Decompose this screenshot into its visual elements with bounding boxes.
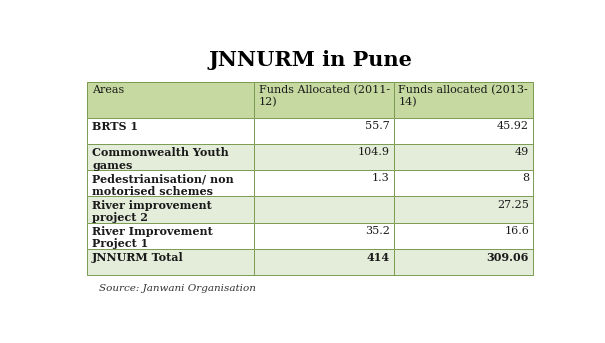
Text: 27.25: 27.25 <box>497 200 529 210</box>
Text: 49: 49 <box>515 147 529 157</box>
Bar <box>87 118 254 144</box>
Bar <box>87 223 254 249</box>
Text: 16.6: 16.6 <box>504 226 529 236</box>
Text: JNNURM in Pune: JNNURM in Pune <box>208 50 412 70</box>
Bar <box>87 82 254 118</box>
Text: 8: 8 <box>522 173 529 183</box>
Bar <box>254 196 394 223</box>
Bar <box>394 144 533 170</box>
Text: BRTS 1: BRTS 1 <box>92 121 138 132</box>
Text: 1.3: 1.3 <box>372 173 390 183</box>
Bar <box>254 82 394 118</box>
Bar <box>394 196 533 223</box>
Bar <box>394 249 533 275</box>
Bar <box>394 170 533 196</box>
Bar <box>254 223 394 249</box>
Bar <box>394 170 533 196</box>
Bar <box>254 223 394 249</box>
Bar <box>254 249 394 275</box>
Text: River improvement
project 2: River improvement project 2 <box>92 200 212 223</box>
Bar <box>87 223 254 249</box>
Bar <box>87 118 254 144</box>
Bar <box>254 196 394 223</box>
Bar <box>254 170 394 196</box>
Text: River Improvement
Project 1: River Improvement Project 1 <box>92 226 213 249</box>
Bar <box>254 118 394 144</box>
Bar <box>394 82 533 118</box>
Bar <box>254 144 394 170</box>
Bar <box>254 144 394 170</box>
Text: 35.2: 35.2 <box>365 226 390 236</box>
Text: 55.7: 55.7 <box>365 121 390 131</box>
Bar <box>87 170 254 196</box>
Bar <box>394 118 533 144</box>
Text: Areas: Areas <box>92 85 124 95</box>
Bar <box>254 170 394 196</box>
Bar <box>394 223 533 249</box>
Text: JNNURM Total: JNNURM Total <box>92 252 184 263</box>
Text: 309.06: 309.06 <box>486 252 529 263</box>
Text: Funds allocated (2013-
14): Funds allocated (2013- 14) <box>398 85 528 108</box>
Bar <box>87 196 254 223</box>
Bar <box>394 118 533 144</box>
Text: 45.92: 45.92 <box>497 121 529 131</box>
Text: Pedestrianisation/ non
motorised schemes: Pedestrianisation/ non motorised schemes <box>92 173 234 197</box>
Bar <box>87 249 254 275</box>
Text: Commonwealth Youth
games: Commonwealth Youth games <box>92 147 229 171</box>
Bar <box>87 144 254 170</box>
Bar <box>87 170 254 196</box>
Text: Funds Allocated (2011-
12): Funds Allocated (2011- 12) <box>259 85 390 108</box>
Text: 104.9: 104.9 <box>358 147 390 157</box>
Text: 414: 414 <box>367 252 390 263</box>
Bar <box>87 196 254 223</box>
Bar <box>394 196 533 223</box>
Bar <box>254 118 394 144</box>
Text: Source: Janwani Organisation: Source: Janwani Organisation <box>99 284 256 293</box>
Bar <box>394 144 533 170</box>
Bar <box>394 82 533 118</box>
Bar <box>394 223 533 249</box>
Bar <box>254 249 394 275</box>
Bar <box>87 144 254 170</box>
Bar <box>394 249 533 275</box>
Bar <box>254 82 394 118</box>
Bar <box>87 249 254 275</box>
Bar <box>87 82 254 118</box>
